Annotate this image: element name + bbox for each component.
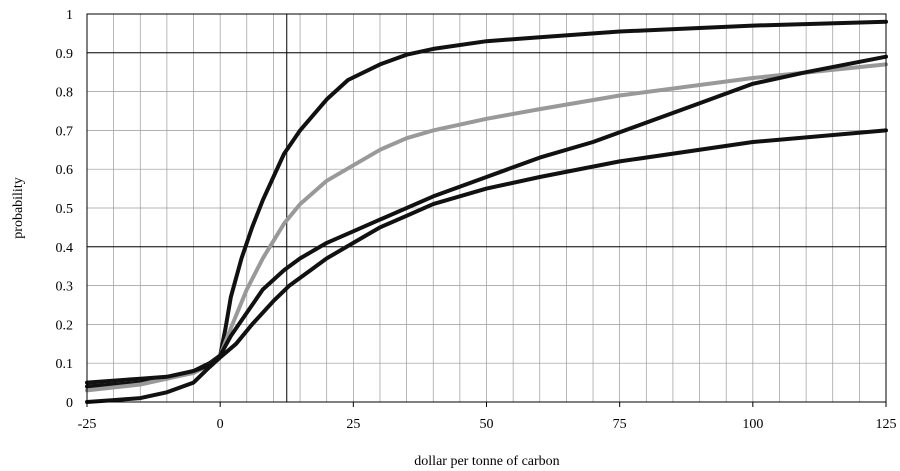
y-tick-label: 0.7 — [56, 124, 74, 139]
x-tick-label: 25 — [346, 417, 360, 432]
y-tick-label: 0.3 — [56, 280, 74, 295]
x-tick-label: -25 — [78, 417, 97, 432]
x-tick-label: 75 — [613, 417, 627, 432]
x-tick-label: 0 — [217, 417, 224, 432]
x-tick-label: 125 — [876, 417, 897, 432]
major-gridlines — [87, 14, 886, 402]
x-tick-label: 100 — [742, 417, 763, 432]
y-tick-label: 0.8 — [56, 86, 74, 101]
x-axis-title: dollar per tonne of carbon — [414, 454, 559, 469]
y-tick-label: 1 — [66, 8, 73, 23]
minor-gridlines — [86, 13, 887, 403]
series-line-4 — [85, 128, 888, 404]
y-tick-label: 0.1 — [56, 357, 74, 372]
x-tick-label: 50 — [480, 417, 494, 432]
y-tick-label: 0.9 — [56, 47, 74, 62]
y-tick-label: 0 — [66, 396, 73, 411]
y-tick-label: 0.4 — [56, 241, 74, 256]
y-tick-label: 0.6 — [56, 163, 74, 178]
y-tick-label: 0.5 — [56, 202, 74, 217]
series-line-3 — [85, 54, 888, 385]
series-layer — [85, 19, 888, 404]
y-tick-label: 0.2 — [56, 318, 74, 333]
tick-labels: -25 0 25 50 75 100 125 0 0.1 0.2 0.3 0.4 0.5 0.6 0.7 0.… — [56, 8, 897, 432]
y-axis-title: probability — [11, 177, 26, 238]
